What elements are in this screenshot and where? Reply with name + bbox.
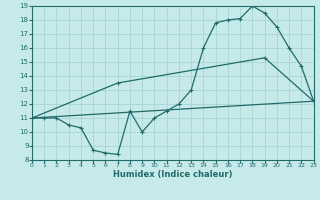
X-axis label: Humidex (Indice chaleur): Humidex (Indice chaleur) [113,170,233,179]
